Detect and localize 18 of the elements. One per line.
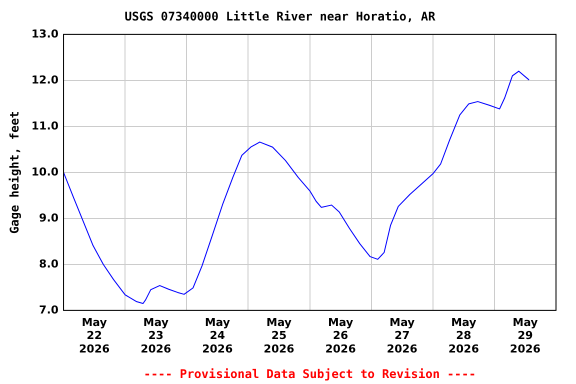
x-tick-label: May 29 2026 (510, 316, 541, 356)
y-tick-label: 13.0 (31, 27, 59, 40)
x-tick-label: May 27 2026 (386, 316, 418, 356)
text: ---- Provisional Data Subject to Revision ---- (144, 367, 476, 382)
x-tick-label: May 24 2026 (202, 316, 234, 356)
x-tick-label: May 25 2026 (264, 316, 295, 356)
y-tick-label: 9.0 (39, 211, 59, 224)
y-tick-label: 7.0 (39, 303, 59, 316)
x-tick-label: May 22 2026 (79, 316, 110, 356)
y-tick-label: 8.0 (39, 257, 59, 270)
x-tick-label: May 26 2026 (325, 316, 356, 356)
chart-title: USGS 07340000 Little River near Horatio, AR (124, 9, 436, 24)
y-tick-label: 10.0 (31, 165, 59, 178)
y-axis-title: Gage height, feet (7, 110, 22, 234)
x-tick-label: May 23 2026 (140, 316, 172, 356)
x-tick-label: May 28 2026 (448, 316, 480, 356)
y-tick-label: 11.0 (31, 119, 59, 132)
y-tick-label: 12.0 (31, 73, 59, 86)
